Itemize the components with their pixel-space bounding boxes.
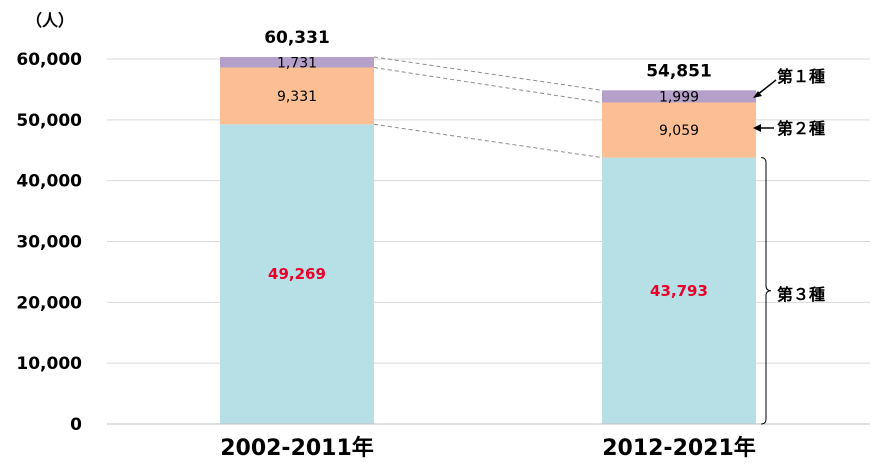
connector-line: [373, 67, 603, 103]
x-category-label: 2012-2021年: [602, 435, 756, 461]
bar-segment: [602, 102, 756, 158]
y-tick-label: 60,000: [16, 50, 82, 70]
connector-lines: [373, 56, 603, 159]
bar-segment: [602, 90, 756, 103]
bar-value-label: 9,331: [277, 89, 317, 105]
bar-segment: [220, 67, 374, 125]
bar-total-label: 54,851: [646, 61, 712, 81]
bars: [220, 56, 756, 425]
bar-value-label: 49,269: [268, 265, 326, 283]
arrow-head: [753, 91, 762, 98]
bar-value-label: 1,731: [277, 55, 317, 71]
y-tick-label: 40,000: [16, 172, 82, 192]
bar-value-label: 43,793: [650, 282, 708, 300]
series-label-type1: 第１種: [777, 67, 825, 86]
bar-value-label: 9,059: [659, 123, 699, 139]
x-category-label: 2002-2011年: [220, 435, 374, 461]
arrow-head: [753, 124, 761, 132]
bar-segment: [602, 157, 756, 424]
x-axis: 2002-2011年 2012-2021年: [107, 423, 870, 461]
bar-value-label: 1,999: [659, 89, 699, 105]
y-tick-label: 0: [70, 415, 82, 435]
bar-segment: [220, 56, 374, 68]
y-tick-label: 50,000: [16, 111, 82, 131]
y-axis: 0 10,000 20,000 30,000 40,000 50,000 60,000: [16, 50, 82, 435]
y-tick-label: 20,000: [16, 293, 82, 313]
y-tick-label: 30,000: [16, 233, 82, 253]
bracket: [760, 157, 772, 425]
bar-total-label: 60,331: [264, 28, 330, 48]
connector-line: [373, 56, 603, 91]
bar-segment: [220, 124, 374, 425]
value-labels: 49,269 9,331 1,731 60,331 43,793 9,059 1,999 54…: [264, 28, 712, 300]
arrow-line: [756, 79, 777, 96]
series-label-type3: 第３種: [777, 285, 825, 304]
y-tick-label: 10,000: [16, 354, 82, 374]
y-unit-label: （人）: [26, 11, 74, 30]
connector-line: [373, 123, 603, 159]
series-label-type2: 第２種: [777, 119, 825, 138]
